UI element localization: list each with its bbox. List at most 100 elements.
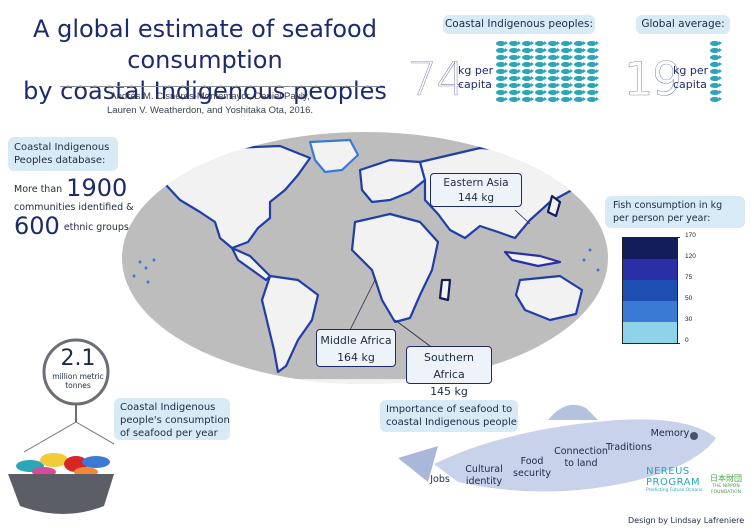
fish-pictogram-icon xyxy=(509,62,521,67)
fish-pictogram-icon xyxy=(535,69,547,74)
basket xyxy=(8,474,114,514)
central-america xyxy=(230,246,272,282)
region-callout-middle-africa: Middle Africa 164 kg xyxy=(316,329,396,367)
database-prefix: More than xyxy=(14,184,63,195)
fish-pictogram-icon xyxy=(509,55,521,60)
fish-pictogram-icon xyxy=(535,41,547,46)
legend-swatch xyxy=(622,301,678,322)
region-name: Middle Africa xyxy=(320,334,392,347)
fish-pictogram-icon xyxy=(522,55,534,60)
word-line-2: security xyxy=(513,468,551,479)
legend-tick-label: 50 xyxy=(685,295,693,302)
fish-pictogram-icon xyxy=(535,76,547,81)
fish-pictogram-icon xyxy=(548,48,560,53)
coastal-unit-line-1: kg per xyxy=(458,64,494,77)
europe xyxy=(358,158,427,204)
global-value: 19 xyxy=(624,52,682,106)
herring-illustration xyxy=(398,404,716,492)
fish-pictogram-icon xyxy=(574,97,586,102)
fish-tail xyxy=(398,446,438,482)
fish-pictogram-icon xyxy=(561,97,573,102)
australia xyxy=(514,274,584,322)
database-label-line-1: Coastal Indigenous xyxy=(14,142,110,153)
importance-word: Traditions xyxy=(604,442,654,454)
south-america xyxy=(260,274,320,374)
fish-pictogram-icon xyxy=(574,76,586,81)
legend-swatch xyxy=(622,280,678,301)
fish-pictogram-icon xyxy=(509,41,521,46)
region-value: 164 kg xyxy=(337,351,375,364)
fish-pictogram-icon xyxy=(574,48,586,53)
africa xyxy=(350,212,440,324)
legend-tick-label: 120 xyxy=(685,253,696,260)
region-callout-southern-africa: Southern Africa 145 kg xyxy=(406,346,492,398)
fish-pictogram-icon xyxy=(509,76,521,81)
fish-pictogram-icon xyxy=(710,48,722,53)
fish-pictogram-icon xyxy=(548,62,560,67)
fish-pictogram-icon xyxy=(535,55,547,60)
coastal-value: 74 xyxy=(408,52,466,106)
legend-tick-label: 0 xyxy=(685,337,689,344)
global-average-label: Global average: xyxy=(636,15,730,34)
fish-pictogram-icon xyxy=(548,76,560,81)
fish-pictogram-icon xyxy=(561,76,573,81)
fish-pictogram-icon xyxy=(548,83,560,88)
authors-line-2: Lauren V. Weatherdon, and Yoshitaka Ota,… xyxy=(107,105,313,116)
nippon-kanji: 日本財団 xyxy=(710,474,742,483)
authors-line-1: Andrés M. Cisneros-Montemayor, Daniel Pa… xyxy=(110,91,310,102)
fish-pictogram-icon xyxy=(710,97,722,102)
region-value: 145 kg xyxy=(430,385,468,398)
nereus-logo: NEREUS PROGRAM Predicting Future Oceans xyxy=(646,466,702,494)
fish-pictogram-icon xyxy=(496,55,508,60)
global-unit-line-2: capita xyxy=(673,78,707,91)
fish-pictogram-icon xyxy=(561,48,573,53)
global-unit: kg per capita xyxy=(673,64,708,92)
communities-count: 1900 xyxy=(66,174,128,202)
fish-pictogram-icon xyxy=(561,41,573,46)
pacific-islands xyxy=(132,248,600,284)
fish-pictogram-icon xyxy=(710,69,722,74)
nippon-foundation-logo: 日本財団 THE NIPPON FOUNDATION xyxy=(706,474,746,496)
region-callout-eastern-asia: Eastern Asia 144 kg xyxy=(430,173,522,207)
north-america xyxy=(164,144,312,250)
fish-pictogram-icon xyxy=(574,62,586,67)
global-unit-line-1: kg per xyxy=(673,64,709,77)
importance-word: Connection to land xyxy=(554,446,608,470)
new-zealand xyxy=(588,318,604,340)
fish-pictogram-icon xyxy=(710,41,722,46)
word-line-1: Jobs xyxy=(430,474,450,485)
nippon-line-1: THE NIPPON xyxy=(712,484,740,489)
fish-pictogram-icon xyxy=(587,48,599,53)
fish-pictogram-icon xyxy=(710,76,722,81)
fish-pictogram-icon xyxy=(710,90,722,95)
word-line-2: to land xyxy=(564,458,598,469)
coastal-fish-pictogram xyxy=(496,41,599,102)
eastern-asia-pointer xyxy=(514,209,531,225)
fish-pictogram-icon xyxy=(574,41,586,46)
coastal-unit-line-2: capita xyxy=(458,78,492,91)
fish-blue xyxy=(82,456,110,468)
nereus-line-3: Predicting Future Oceans xyxy=(646,488,703,493)
fish-pictogram-icon xyxy=(496,41,508,46)
fish-pictogram-icon xyxy=(710,62,722,67)
importance-label-line-1: Importance of seafood to xyxy=(386,404,513,415)
title-divider xyxy=(60,86,380,87)
infographic-title: A global estimate of seafood consumption… xyxy=(0,14,410,107)
legend-title: Fish consumption in kg per person per ye… xyxy=(605,196,745,228)
ethnic-text: ethnic groups. xyxy=(63,222,132,233)
fish-pictogram-icon xyxy=(587,97,599,102)
antarctica xyxy=(178,376,562,384)
global-fish-pictogram xyxy=(710,41,722,102)
japan xyxy=(546,194,562,218)
word-line-1: Memory xyxy=(650,428,690,439)
fish-pictogram-icon xyxy=(522,90,534,95)
nereus-line-2: PROGRAM xyxy=(646,477,701,488)
fish-pictogram-icon xyxy=(587,76,599,81)
fish-pictogram-icon xyxy=(574,83,586,88)
word-line-1: Cultural xyxy=(465,464,503,475)
region-name: Southern Africa xyxy=(423,351,475,381)
fish-pictogram-icon xyxy=(548,97,560,102)
fish-pictogram-icon xyxy=(522,97,534,102)
fish-pictogram-icon xyxy=(496,62,508,67)
total-label-line-1: Coastal Indigenous xyxy=(120,402,216,413)
